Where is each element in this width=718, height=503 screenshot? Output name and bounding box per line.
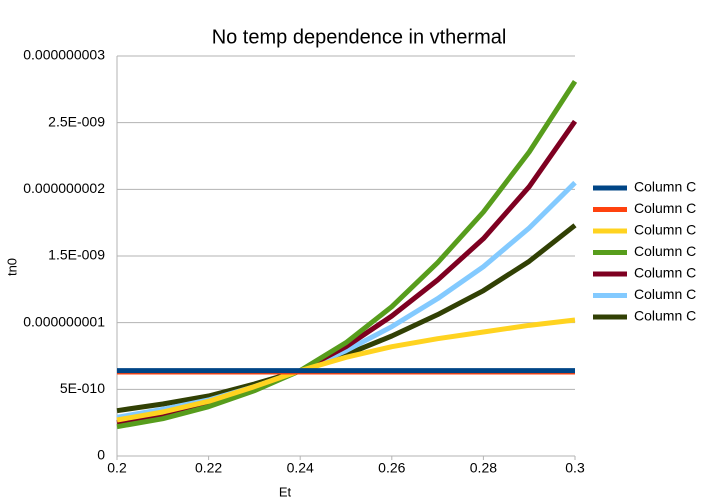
y-tick-label: 0.000000002 (23, 180, 105, 196)
series-line (116, 180, 577, 420)
y-tick-label: 1.5E-009 (48, 247, 105, 263)
legend-label: Column C (634, 243, 696, 259)
y-tick-label: 0.000000001 (23, 313, 105, 329)
x-tick-label: 0.28 (470, 460, 497, 476)
x-tick-label: 0.22 (195, 460, 222, 476)
x-tick-label: 0.3 (565, 460, 585, 476)
y-tick-label: 0.000000003 (23, 47, 105, 63)
legend-label: Column C (634, 179, 696, 195)
x-tick-label: 0.26 (378, 460, 405, 476)
x-tick-label: 0.2 (107, 460, 127, 476)
series-line (116, 317, 576, 423)
chart-title: No temp dependence in vthermal (212, 26, 507, 48)
x-tick-label: 0.24 (287, 460, 314, 476)
legend-label: Column C (634, 265, 696, 281)
series-line (116, 223, 577, 414)
x-axis-label: Et (279, 484, 292, 499)
y-tick-label: 5E-010 (60, 380, 105, 396)
series-line (116, 119, 578, 426)
legend-label: Column C (634, 286, 696, 302)
y-tick-label: 0 (97, 447, 105, 463)
legend-label: Column C (634, 308, 696, 324)
y-tick-label: 2.5E-009 (48, 113, 105, 129)
legend-label: Column C (634, 222, 696, 238)
series-line (116, 79, 578, 430)
y-axis-label: tn0 (4, 258, 19, 276)
legend-label: Column C (634, 200, 696, 216)
